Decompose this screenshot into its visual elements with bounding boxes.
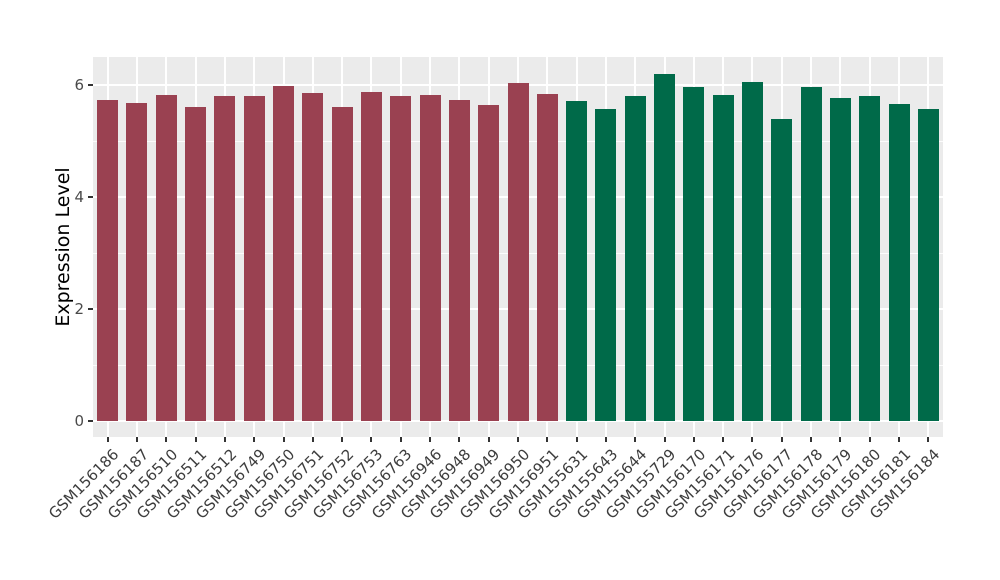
bar-GSM156179: [829, 97, 851, 421]
bar-GSM156752: [331, 106, 353, 421]
x-axis-tick: [839, 437, 842, 442]
x-axis-tick: [927, 437, 930, 442]
x-axis-tick: [399, 437, 402, 442]
x-axis-tick: [458, 437, 461, 442]
x-axis-tick: [370, 437, 373, 442]
bar-GSM156512: [214, 95, 236, 421]
bar-GSM156180: [859, 95, 881, 421]
x-axis-tick: [868, 437, 871, 442]
y-axis-tick: [88, 420, 93, 422]
bar-GSM156176: [741, 82, 763, 421]
bar-GSM156171: [712, 94, 734, 421]
x-axis-tick: [898, 437, 901, 442]
bar-GSM156949: [478, 105, 500, 421]
x-axis-tick: [692, 437, 695, 442]
bar-GSM156186: [97, 100, 119, 421]
bar-GSM156751: [302, 93, 324, 421]
x-axis-tick: [575, 437, 578, 442]
y-axis-tick: [88, 196, 93, 198]
x-axis-tick: [663, 437, 666, 442]
bar-GSM156950: [507, 82, 529, 421]
bar-GSM156749: [243, 96, 265, 421]
bar-GSM156951: [536, 93, 558, 421]
y-tick-label: 6: [74, 76, 84, 94]
x-axis-tick: [429, 437, 432, 442]
bar-GSM156170: [683, 87, 705, 421]
bar-GSM156178: [800, 86, 822, 421]
bar-GSM156763: [390, 95, 412, 421]
bar-GSM156750: [273, 85, 295, 421]
bar-GSM156184: [917, 109, 939, 421]
x-axis-tick: [106, 437, 109, 442]
bar-GSM155643: [595, 109, 617, 421]
bar-GSM156511: [185, 106, 207, 421]
y-tick-label: 0: [74, 412, 84, 430]
x-axis-tick: [165, 437, 168, 442]
bar-GSM155631: [566, 100, 588, 421]
bar-GSM155644: [624, 96, 646, 421]
bar-GSM155729: [654, 73, 676, 421]
y-axis-title: Expression Level: [52, 167, 74, 327]
x-axis-tick: [517, 437, 519, 442]
x-axis-tick: [722, 437, 725, 442]
y-axis-tick: [88, 308, 93, 310]
x-axis-tick: [810, 437, 813, 442]
x-axis-tick: [634, 437, 637, 442]
x-axis-tick: [751, 437, 754, 442]
x-axis-tick: [546, 437, 549, 442]
bar-GSM156948: [448, 100, 470, 421]
x-axis-tick: [194, 437, 197, 442]
bar-GSM156510: [155, 95, 177, 421]
x-axis-tick: [311, 437, 314, 442]
x-axis-tick: [135, 437, 138, 442]
plot-panel: [93, 57, 943, 437]
x-axis-tick: [780, 437, 783, 442]
y-tick-label: 4: [74, 188, 84, 206]
bar-GSM156187: [126, 103, 148, 421]
y-axis-tick: [88, 84, 93, 86]
y-tick-label: 2: [74, 300, 84, 318]
bar-GSM156753: [360, 91, 382, 421]
bar-GSM156946: [419, 94, 441, 421]
x-axis-tick: [341, 437, 344, 442]
x-axis-tick: [604, 437, 607, 442]
x-axis-tick: [487, 437, 490, 442]
x-axis-tick: [282, 437, 285, 442]
bar-GSM156177: [771, 119, 793, 421]
x-axis-tick: [223, 437, 226, 442]
x-axis-tick: [253, 437, 256, 442]
bar-GSM156181: [888, 104, 910, 421]
